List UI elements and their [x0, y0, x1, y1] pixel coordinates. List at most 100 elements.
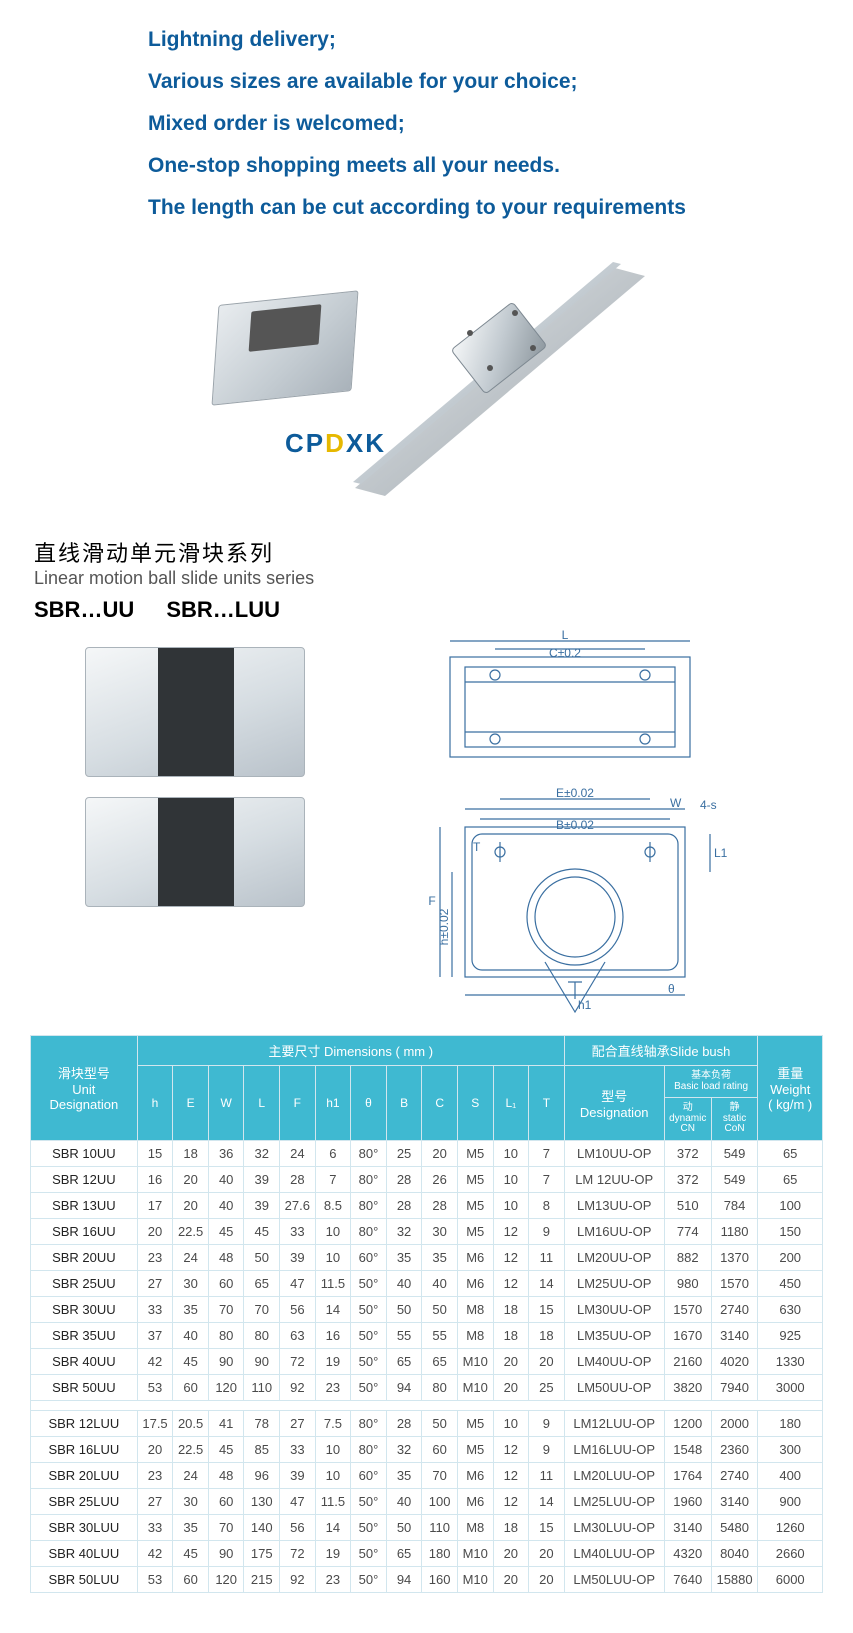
table-row: SBR 20LUU23244896391060°3570M61211LM20LU…: [31, 1462, 823, 1488]
table-cell: 7: [315, 1166, 351, 1192]
hdr-bush-load-en: Basic load rating: [674, 1081, 748, 1092]
table-cell: 30: [173, 1488, 209, 1514]
table-cell: M6: [457, 1462, 493, 1488]
table-cell: 110: [244, 1374, 280, 1400]
table-cell: M5: [457, 1410, 493, 1436]
table-cell: M8: [457, 1514, 493, 1540]
table-cell: 28: [386, 1410, 422, 1436]
table-cell: 19: [315, 1540, 351, 1566]
table-cell: 8040: [711, 1540, 758, 1566]
table-cell: SBR 16UU: [31, 1218, 138, 1244]
table-cell: 18: [493, 1296, 529, 1322]
spec-table-head: 滑块型号 Unit Designation 主要尺寸 Dimensions ( …: [31, 1036, 823, 1141]
table-cell: 784: [711, 1192, 758, 1218]
svg-text:T: T: [473, 840, 481, 854]
table-cell: 80: [244, 1322, 280, 1348]
table-cell: 16: [315, 1322, 351, 1348]
table-cell: 14: [315, 1514, 351, 1540]
table-cell: M5: [457, 1140, 493, 1166]
series-codes: SBR…UU SBR…LUU: [34, 597, 819, 623]
table-cell: 39: [280, 1244, 316, 1270]
table-cell: 45: [244, 1218, 280, 1244]
table-cell: 18: [493, 1322, 529, 1348]
table-cell: LM50LUU-OP: [564, 1566, 664, 1592]
hdr-unit-en2: Designation: [50, 1097, 119, 1112]
table-cell: 70: [208, 1296, 244, 1322]
table-cell: M6: [457, 1488, 493, 1514]
table-cell: 1764: [664, 1462, 711, 1488]
table-cell: 28: [386, 1192, 422, 1218]
table-cell: 60: [173, 1374, 209, 1400]
table-cell: 215: [244, 1566, 280, 1592]
table-cell: 11: [529, 1462, 565, 1488]
table-cell: 27: [137, 1488, 173, 1514]
table-cell: 4320: [664, 1540, 711, 1566]
table-cell: LM16LUU-OP: [564, 1436, 664, 1462]
hdr-dim-col: C: [422, 1066, 458, 1141]
table-cell: 16: [137, 1166, 173, 1192]
table-cell: 27.6: [280, 1192, 316, 1218]
table-cell: 3000: [758, 1374, 823, 1400]
table-cell: 50: [244, 1244, 280, 1270]
table-cell: 400: [758, 1462, 823, 1488]
table-cell: 65: [386, 1348, 422, 1374]
table-cell: 23: [137, 1462, 173, 1488]
hdr-dim-col: E: [173, 1066, 209, 1141]
svg-text:C±0.2: C±0.2: [549, 646, 581, 660]
table-cell: 9: [529, 1436, 565, 1462]
table-cell: 20.5: [173, 1410, 209, 1436]
table-cell: 70: [208, 1514, 244, 1540]
promo-line: The length can be cut according to your …: [148, 196, 853, 220]
table-cell: 7: [529, 1166, 565, 1192]
svg-text:h1: h1: [578, 998, 592, 1012]
table-cell: 26: [422, 1166, 458, 1192]
table-cell: 60: [208, 1270, 244, 1296]
table-cell: 50°: [351, 1322, 387, 1348]
svg-text:B±0.02: B±0.02: [556, 818, 594, 832]
table-cell: 372: [664, 1166, 711, 1192]
table-cell: 2360: [711, 1436, 758, 1462]
table-cell: 94: [386, 1566, 422, 1592]
table-cell: 35: [422, 1244, 458, 1270]
table-cell: 12: [493, 1244, 529, 1270]
table-cell: 90: [208, 1348, 244, 1374]
hdr-dim-col: T: [529, 1066, 565, 1141]
table-cell: M10: [457, 1348, 493, 1374]
table-cell: SBR 50UU: [31, 1374, 138, 1400]
table-cell: 80: [422, 1374, 458, 1400]
table-cell: LM50UU-OP: [564, 1374, 664, 1400]
promo-line: One-stop shopping meets all your needs.: [148, 154, 853, 178]
table-cell: 20: [493, 1540, 529, 1566]
table-cell: 2740: [711, 1462, 758, 1488]
spec-table: 滑块型号 Unit Designation 主要尺寸 Dimensions ( …: [30, 1035, 823, 1593]
table-row: SBR 40LUU424590175721950°65180M102020LM4…: [31, 1540, 823, 1566]
table-cell: 70: [422, 1462, 458, 1488]
table-cell: 7: [529, 1140, 565, 1166]
table-cell: 150: [758, 1218, 823, 1244]
table-cell: 8: [529, 1192, 565, 1218]
table-cell: 28: [280, 1166, 316, 1192]
table-cell: 25: [529, 1374, 565, 1400]
table-cell: 60: [173, 1566, 209, 1592]
table-cell: 65: [758, 1140, 823, 1166]
table-cell: 56: [280, 1296, 316, 1322]
table-cell: 630: [758, 1296, 823, 1322]
table-cell: 30: [173, 1270, 209, 1296]
table-cell: SBR 13UU: [31, 1192, 138, 1218]
table-cell: 10: [493, 1192, 529, 1218]
table-cell: 72: [280, 1540, 316, 1566]
svg-text:θ: θ: [668, 982, 675, 996]
table-cell: 1670: [664, 1322, 711, 1348]
table-cell: 12: [493, 1270, 529, 1296]
hdr-bush-design-cn: 型号: [601, 1089, 627, 1104]
table-cell: M5: [457, 1166, 493, 1192]
table-cell: 47: [280, 1270, 316, 1296]
table-cell: 39: [244, 1192, 280, 1218]
table-cell: 65: [244, 1270, 280, 1296]
table-cell: 980: [664, 1270, 711, 1296]
table-cell: LM35UU-OP: [564, 1322, 664, 1348]
svg-text:L1: L1: [714, 846, 728, 860]
table-cell: 24: [173, 1462, 209, 1488]
table-cell: 45: [208, 1218, 244, 1244]
table-cell: LM13UU-OP: [564, 1192, 664, 1218]
